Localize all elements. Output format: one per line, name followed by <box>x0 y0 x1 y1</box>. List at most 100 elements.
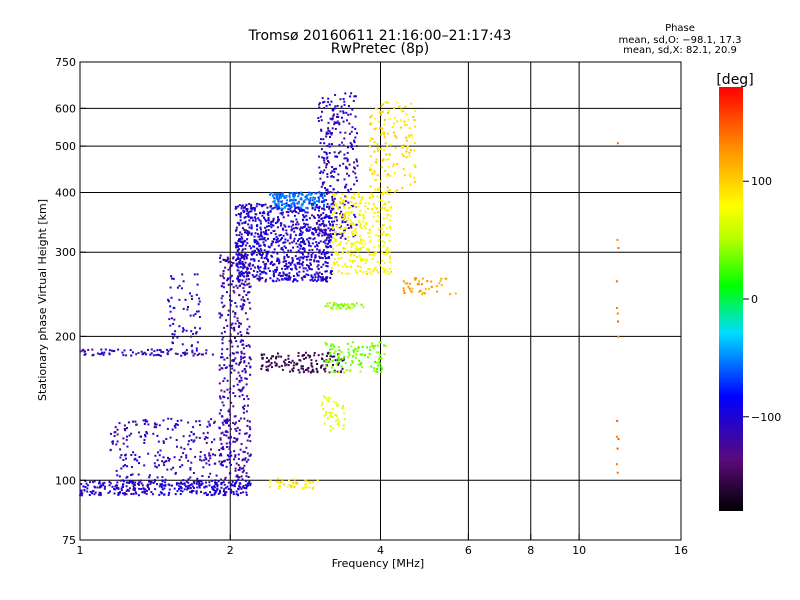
data-point <box>222 305 225 308</box>
data-point <box>262 237 265 240</box>
data-point <box>122 485 124 488</box>
data-point <box>313 217 316 219</box>
data-point <box>352 306 355 309</box>
data-point <box>359 234 362 237</box>
data-point <box>280 238 282 241</box>
data-point <box>402 144 405 147</box>
data-point <box>122 465 125 468</box>
data-point <box>281 211 284 214</box>
data-point <box>245 294 248 296</box>
data-point <box>323 159 326 162</box>
data-point <box>284 238 287 241</box>
data-point <box>373 267 376 270</box>
data-point <box>183 483 186 486</box>
data-point <box>233 329 236 332</box>
data-point <box>317 267 320 270</box>
data-point <box>330 217 333 219</box>
data-point <box>351 205 354 208</box>
data-point <box>265 272 268 275</box>
data-point <box>116 440 119 443</box>
data-point <box>287 364 290 367</box>
data-point <box>232 360 235 363</box>
data-point <box>318 191 321 194</box>
data-point <box>260 257 263 259</box>
data-point <box>348 259 351 262</box>
data-point <box>183 447 186 450</box>
data-point <box>326 215 329 218</box>
data-point <box>322 263 325 266</box>
data-point <box>439 279 442 282</box>
data-point <box>122 459 125 461</box>
data-point <box>305 273 308 276</box>
data-point <box>256 202 259 205</box>
data-point <box>343 229 346 232</box>
data-point <box>226 446 228 448</box>
data-point <box>335 307 338 310</box>
data-point <box>408 287 411 290</box>
data-point <box>324 230 327 233</box>
data-point <box>306 211 309 214</box>
data-point <box>82 348 85 351</box>
data-point <box>340 303 343 306</box>
data-point <box>120 489 123 492</box>
data-point <box>86 484 89 487</box>
data-point <box>232 440 235 443</box>
data-point <box>341 216 344 219</box>
data-point <box>231 367 234 370</box>
data-point <box>329 171 332 174</box>
data-point <box>269 478 272 481</box>
data-point <box>167 300 170 303</box>
data-point <box>247 223 250 226</box>
data-point <box>238 468 241 471</box>
data-point <box>343 103 346 106</box>
data-point <box>401 187 404 189</box>
data-point <box>252 206 255 209</box>
data-point <box>249 365 252 368</box>
data-point <box>225 366 228 369</box>
data-point <box>182 435 185 438</box>
data-point <box>131 482 134 485</box>
data-point <box>344 362 347 365</box>
data-point <box>286 204 289 207</box>
data-point <box>292 367 295 370</box>
data-point <box>235 245 238 248</box>
data-point <box>239 331 242 334</box>
data-point <box>204 485 207 488</box>
data-point <box>117 493 120 496</box>
data-point <box>240 241 243 244</box>
data-point <box>195 436 198 439</box>
data-point <box>180 446 183 449</box>
data-point <box>382 192 385 194</box>
data-point <box>300 197 303 200</box>
data-point <box>402 168 405 171</box>
data-point <box>94 491 97 494</box>
data-point <box>308 217 311 220</box>
data-point <box>302 240 305 242</box>
data-point <box>79 350 82 353</box>
data-point <box>315 205 318 208</box>
data-point <box>235 490 238 493</box>
data-point <box>375 251 378 254</box>
data-point <box>370 272 373 275</box>
data-point <box>285 273 288 276</box>
data-point <box>264 231 267 234</box>
data-point <box>315 222 318 224</box>
data-point <box>124 464 126 467</box>
data-point <box>350 143 353 146</box>
data-point <box>270 226 273 229</box>
data-point <box>339 110 342 113</box>
data-point <box>223 488 226 491</box>
data-point <box>230 299 233 302</box>
data-point <box>274 233 277 236</box>
data-point <box>319 240 322 243</box>
data-point <box>328 411 331 414</box>
data-point <box>287 204 290 206</box>
data-point <box>96 486 99 489</box>
data-point <box>383 191 386 194</box>
data-point <box>388 117 391 120</box>
data-point <box>236 250 239 252</box>
data-point <box>206 425 209 428</box>
data-point <box>328 215 331 218</box>
data-point <box>325 245 328 248</box>
